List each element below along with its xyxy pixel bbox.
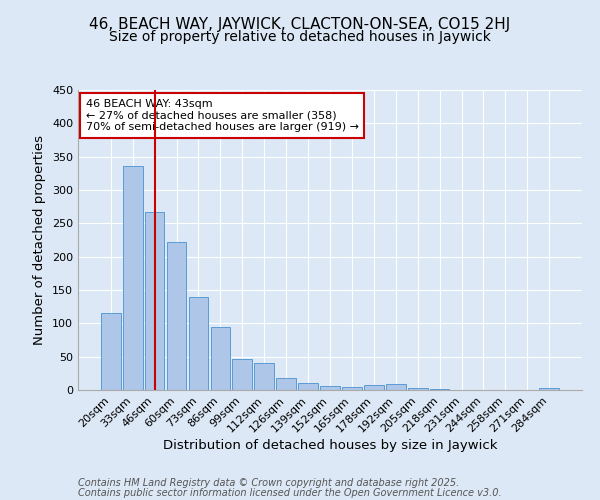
Bar — [408, 388, 428, 390]
Bar — [276, 378, 296, 390]
Bar — [167, 242, 187, 390]
Bar — [232, 360, 252, 390]
Bar — [342, 386, 362, 390]
Bar — [364, 386, 384, 390]
Bar — [254, 364, 274, 390]
Text: 46, BEACH WAY, JAYWICK, CLACTON-ON-SEA, CO15 2HJ: 46, BEACH WAY, JAYWICK, CLACTON-ON-SEA, … — [89, 18, 511, 32]
Bar — [386, 384, 406, 390]
Bar — [101, 312, 121, 390]
Bar — [539, 388, 559, 390]
Y-axis label: Number of detached properties: Number of detached properties — [34, 135, 46, 345]
Text: Contains public sector information licensed under the Open Government Licence v3: Contains public sector information licen… — [78, 488, 502, 498]
Bar — [430, 388, 449, 390]
Bar — [145, 212, 164, 390]
Bar — [211, 328, 230, 390]
Text: Size of property relative to detached houses in Jaywick: Size of property relative to detached ho… — [109, 30, 491, 44]
Bar — [123, 166, 143, 390]
Bar — [298, 384, 318, 390]
Text: 46 BEACH WAY: 43sqm
← 27% of detached houses are smaller (358)
70% of semi-detac: 46 BEACH WAY: 43sqm ← 27% of detached ho… — [86, 99, 359, 132]
Bar — [320, 386, 340, 390]
X-axis label: Distribution of detached houses by size in Jaywick: Distribution of detached houses by size … — [163, 440, 497, 452]
Text: Contains HM Land Registry data © Crown copyright and database right 2025.: Contains HM Land Registry data © Crown c… — [78, 478, 459, 488]
Bar — [188, 296, 208, 390]
